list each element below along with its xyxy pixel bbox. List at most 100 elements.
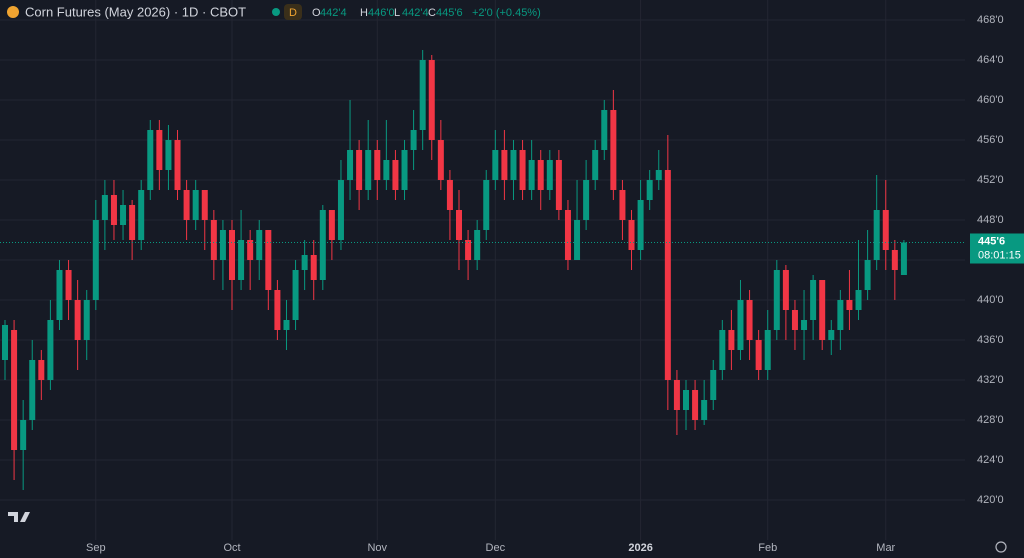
candle-body xyxy=(256,230,263,260)
candle-body xyxy=(337,180,344,240)
candle-body xyxy=(900,242,907,275)
candle-body xyxy=(192,190,199,220)
axis: 420'0424'0428'0432'0436'0440'0444'0448'0… xyxy=(86,14,1024,554)
plot xyxy=(0,50,965,490)
chart-title: Corn Futures (May 2026) · 1D · CBOT xyxy=(25,4,246,19)
x-tick-label: Feb xyxy=(758,542,777,554)
candle-body xyxy=(537,160,544,190)
candle-body xyxy=(120,205,127,225)
candle-body xyxy=(574,220,581,260)
candle-body xyxy=(38,360,45,380)
candle-body xyxy=(129,205,136,240)
candle-body xyxy=(437,140,444,180)
candle-body xyxy=(564,210,571,260)
candle-body xyxy=(873,210,880,260)
y-tick-label: 432'0 xyxy=(977,374,1004,386)
candle-body xyxy=(101,195,108,220)
candle-body xyxy=(519,150,526,190)
candle-body xyxy=(47,320,54,380)
candle-body xyxy=(555,160,562,210)
candle-body xyxy=(201,190,208,220)
y-tick-label: 428'0 xyxy=(977,414,1004,426)
candle-body xyxy=(655,170,662,180)
candle-body xyxy=(637,200,644,250)
candle-body xyxy=(746,300,753,340)
candle-body xyxy=(855,290,862,310)
candle-body xyxy=(210,220,217,260)
candle-body xyxy=(864,260,871,290)
candle-body xyxy=(274,290,281,330)
candle-body xyxy=(728,330,735,350)
ohlc-value: 445'6 xyxy=(436,7,463,19)
candle-body xyxy=(374,150,381,180)
candle-body xyxy=(737,300,744,350)
candle-body xyxy=(701,400,708,420)
candle-body xyxy=(410,130,417,150)
x-tick-label: Oct xyxy=(223,542,240,554)
candle-body xyxy=(183,190,190,220)
candle-body xyxy=(392,160,399,190)
interval-badge-bg xyxy=(284,4,302,20)
candle-body xyxy=(29,360,36,420)
candle-body xyxy=(110,195,117,225)
candle-body xyxy=(292,270,299,320)
ohlc-header: O 442'4 H 446'0 L 442'4 C 445'6 xyxy=(312,7,463,19)
y-tick-label: 440'0 xyxy=(977,294,1004,306)
candle-body xyxy=(174,140,181,190)
candle-body xyxy=(801,320,808,330)
candle-body xyxy=(628,220,635,250)
candle-body xyxy=(283,320,290,330)
candle-body xyxy=(347,150,354,180)
settings-icon[interactable] xyxy=(995,541,1007,553)
candle-body xyxy=(619,190,626,220)
candle-body xyxy=(20,420,27,450)
ohlc-value: 446'0 xyxy=(368,7,395,19)
x-tick-label: 2026 xyxy=(628,542,652,554)
y-tick-label: 420'0 xyxy=(977,494,1004,506)
candle-body xyxy=(891,250,898,270)
change: +2'0 (+0.45%) xyxy=(472,7,541,19)
candle-body xyxy=(673,380,680,410)
candle-body xyxy=(419,60,426,130)
y-tick-label: 464'0 xyxy=(977,54,1004,66)
ohlc-label: O xyxy=(312,7,321,19)
status-dot xyxy=(272,8,280,16)
candle-body xyxy=(810,280,817,320)
y-tick-label: 460'0 xyxy=(977,94,1004,106)
candle-body xyxy=(365,150,372,190)
candle-body xyxy=(692,390,699,420)
candle-body xyxy=(319,210,326,280)
y-tick-label: 424'0 xyxy=(977,454,1004,466)
candle-body xyxy=(92,220,99,300)
candle-body xyxy=(782,270,789,310)
candle-body xyxy=(610,110,617,190)
interval-badge: D xyxy=(289,7,297,19)
candle-body xyxy=(755,340,762,370)
y-tick-label: 468'0 xyxy=(977,14,1004,26)
candle-body xyxy=(147,130,154,190)
candle-body xyxy=(56,270,63,320)
y-tick-label: 452'0 xyxy=(977,174,1004,186)
x-tick-label: Sep xyxy=(86,542,106,554)
countdown: 08:01:15 xyxy=(978,249,1021,261)
candle-body xyxy=(383,160,390,180)
candle-body xyxy=(501,150,508,180)
candle-body xyxy=(764,330,771,370)
candle-body xyxy=(446,180,453,210)
candle-body xyxy=(456,210,462,240)
ohlc-label: H xyxy=(360,7,368,19)
candle-body xyxy=(165,140,172,170)
candle-body xyxy=(646,180,653,200)
candle-body xyxy=(601,110,608,150)
candle-body xyxy=(791,310,798,330)
candle-body xyxy=(483,180,490,230)
candle-body xyxy=(528,160,535,190)
candle-body xyxy=(710,370,717,400)
candle-body xyxy=(773,270,780,330)
candle-body xyxy=(156,130,163,170)
y-tick-label: 436'0 xyxy=(977,334,1004,346)
candle-body xyxy=(719,330,726,370)
candle-body xyxy=(837,300,844,330)
candle-body xyxy=(465,240,472,260)
